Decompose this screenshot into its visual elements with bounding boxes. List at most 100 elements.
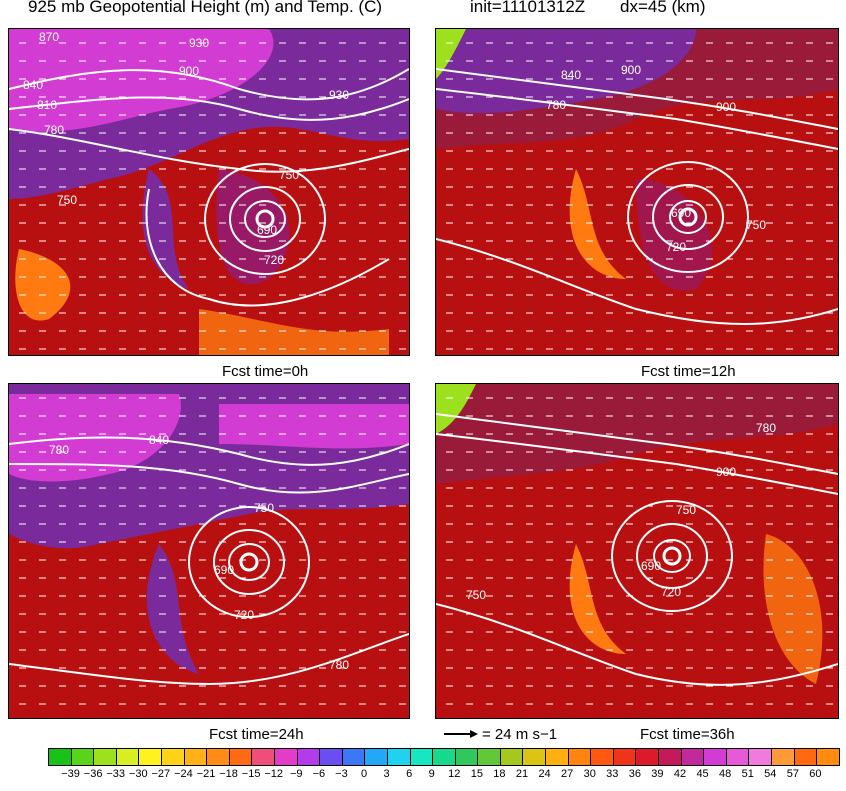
contour-label: 720 [234,608,254,622]
colorbar-segment [387,749,411,765]
wind-vector-field [446,42,833,350]
contour-label: 780 [329,658,349,672]
wind-vector-field [19,397,406,705]
colorbar-tick-label: 57 [786,768,799,780]
grid-spacing-label: dx=45 (km) [620,0,706,16]
colorbar-segment [659,749,682,765]
colorbar-tick-label: −3 [335,768,348,780]
fcst-time-label-36h: Fcst time=36h [640,726,735,743]
contour-label: 840 [23,78,43,92]
colorbar-segment [207,749,230,765]
colorbar-segment [410,749,434,765]
colorbar-tick-label: 42 [673,768,687,780]
contour-label: 930 [329,88,349,102]
colorbar-tick-label: 18 [493,768,506,780]
colorbar-segment [252,749,275,765]
contour-label: 720 [264,253,284,267]
map-panel-fcst-0h: 870 930 900 840 810 930 780 750 750 690 720 [8,28,410,356]
contour-label: 690 [214,563,234,577]
colorbar-tick-label: −33 [106,768,126,780]
colorbar-segment [342,749,366,765]
colorbar-segment [49,749,72,765]
colorbar-tick-label: 36 [628,768,641,780]
colorbar-tick-label: 9 [428,768,435,780]
colorbar-segment [681,749,705,765]
colorbar-segment [523,749,547,765]
contour-label: 750 [676,503,696,517]
wind-vector-field [446,397,833,705]
colorbar-segment [94,749,117,765]
map-panel-fcst-12h: 840 900 780 900 750 690 720 [435,28,839,356]
contour-label: 780 [756,421,776,435]
colorbar-segment [568,749,592,765]
colorbar-segment [546,749,569,765]
colorbar-tick-label: −36 [83,768,103,780]
colorbar-tick-label: 12 [448,768,461,780]
colorbar-segment [71,749,95,765]
fcst-time-label-12h: Fcst time=12h [641,363,736,380]
contour-label: 780 [44,123,64,137]
contour-label: 750 [279,168,299,182]
wind-reference-label: = 24 m s−1 [482,726,558,743]
colorbar-tick-label: 51 [741,768,754,780]
colorbar-tick-label: −27 [151,768,171,780]
contour-label: 750 [254,501,274,515]
contour-label: 900 [716,465,736,479]
colorbar-tick-label: 6 [406,768,413,780]
colorbar-tick-label: 0 [360,768,368,780]
colorbar-tick-label: −39 [61,768,80,780]
colorbar-segment [500,749,524,765]
contour-label: 750 [57,193,77,207]
colorbar-segment [749,749,772,765]
colorbar-tick-label: 54 [764,768,777,780]
contour-label: 900 [716,100,736,114]
colorbar-tick-label: −21 [196,768,216,780]
colorbar-segment [613,749,637,765]
colorbar-segment [274,749,298,765]
colorbar-segment [636,749,660,765]
colorbar-segment [478,749,501,765]
colorbar-ticks: −39 −36 −33 −30 −27 −24 −21 −18 −15 −12 −9 −6 −3 0 3 6 9… [48,768,838,788]
contour-label: 690 [257,223,277,237]
contour-label: 930 [189,36,209,50]
colorbar-segment [591,749,614,765]
colorbar-tick-label: 24 [538,768,551,780]
colorbar-segment [139,749,162,765]
init-time-label: init=11101312Z [470,0,586,16]
map-panel-fcst-36h: 780 900 750 690 720 750 [435,383,839,719]
colorbar-tick-label: −18 [219,768,238,780]
colorbar-segment [772,749,795,765]
contour-label: 840 [561,68,581,82]
contour-label: 690 [641,559,661,573]
contour-label: 750 [746,218,766,232]
colorbar-segment [433,749,456,765]
colorbar-tick-label: −12 [264,768,284,780]
colorbar-tick-label: −9 [290,768,303,780]
wind-vector-field [19,42,406,350]
colorbar-segment [817,749,839,765]
fcst-time-label-0h: Fcst time=0h [222,363,309,380]
contour-label: 720 [666,240,686,254]
colorbar-tick-label: 30 [583,768,596,780]
contour-label: 900 [621,63,641,77]
colorbar-tick-label: 3 [383,768,390,780]
wind-reference-arrow-icon [444,730,478,738]
contour-label: 840 [149,433,169,447]
colorbar-segment [455,749,479,765]
colorbar-tick-label: −15 [241,768,261,780]
contour-label: 690 [671,206,691,220]
contour-label: 720 [661,585,681,599]
chart-title: 925 mb Geopotential Height (m) and Temp.… [28,0,383,16]
colorbar [48,748,840,766]
colorbar-tick-label: 39 [651,768,664,780]
colorbar-tick-label: 15 [470,768,483,780]
contour-label: 780 [49,443,69,457]
colorbar-tick-label: 27 [561,768,574,780]
contour-label: 870 [39,30,59,44]
colorbar-tick-label: −24 [174,768,193,780]
map-panel-fcst-24h: 840 780 750 690 720 780 [8,383,410,719]
colorbar-tick-label: 33 [606,768,619,780]
colorbar-tick-label: −30 [128,768,148,780]
colorbar-tick-label: 48 [719,768,732,780]
contour-label: 750 [466,588,486,602]
